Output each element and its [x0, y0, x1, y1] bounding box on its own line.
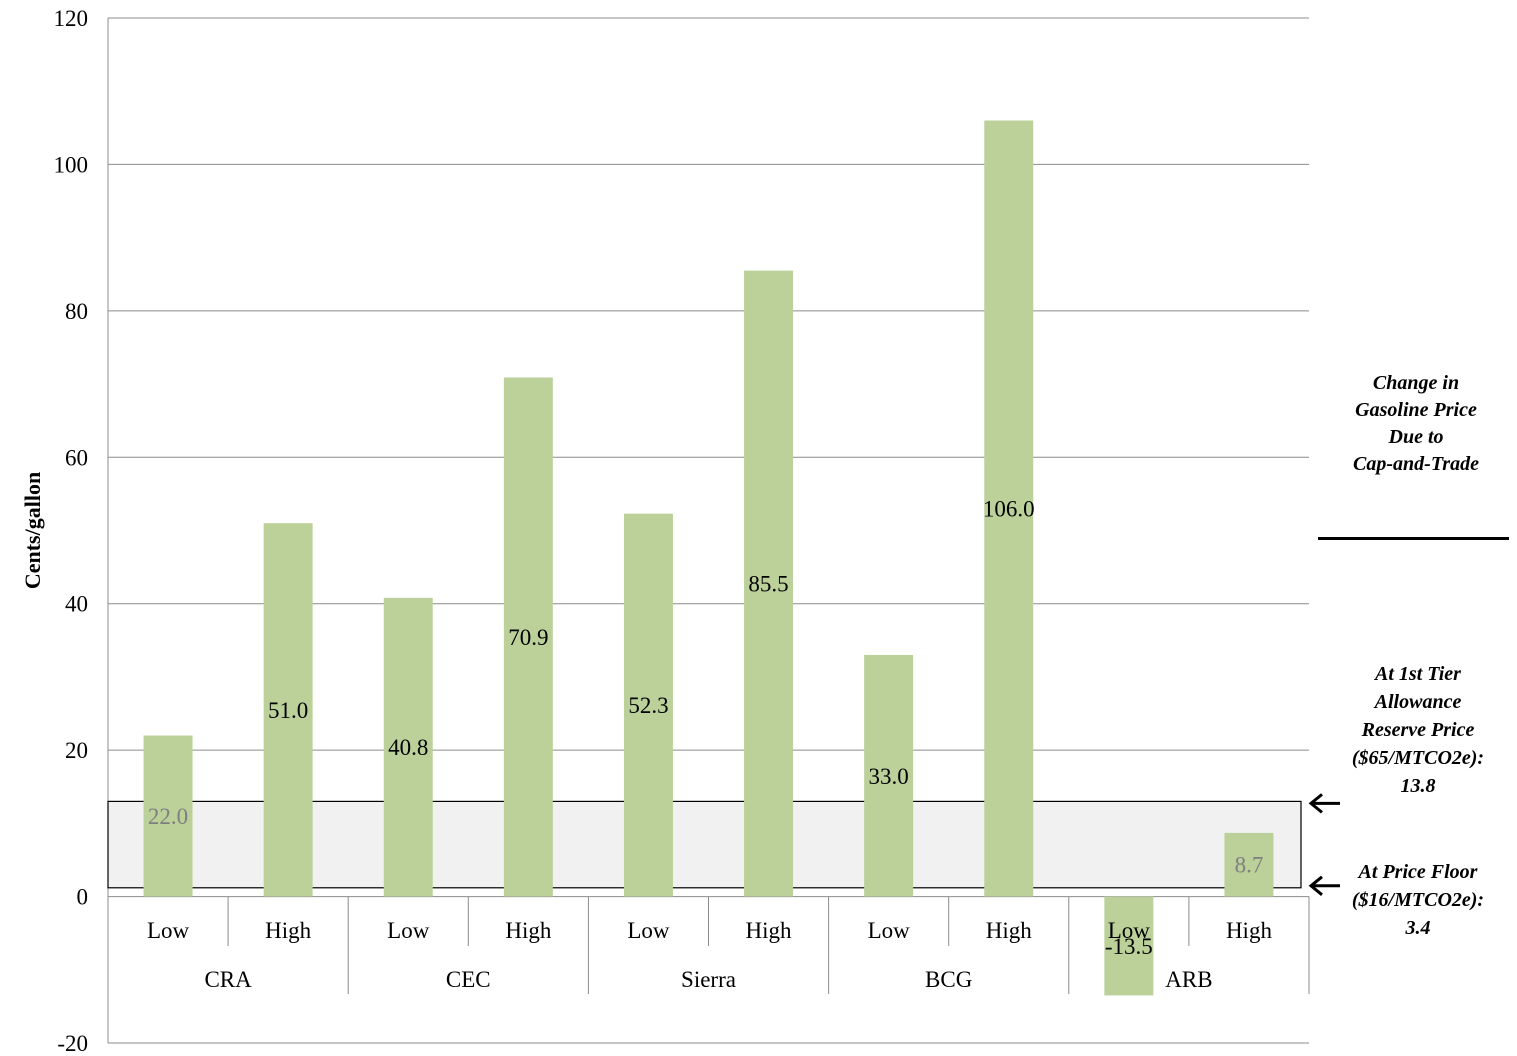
annotation-reserve-line: At 1st Tier [1375, 663, 1461, 685]
bar [864, 654, 914, 897]
data-label: 33.0 [869, 764, 909, 789]
bar [1104, 896, 1154, 996]
data-labels: 22.0 51.0 40.8 70.9 52.3 85.5 33.0 106.0 -13.5 8.… [148, 497, 1263, 959]
data-label: 70.9 [508, 625, 548, 650]
bar [623, 513, 673, 897]
category-label: Low [627, 918, 670, 943]
data-label: -13.5 [1105, 934, 1153, 959]
data-label: 106.0 [983, 497, 1035, 522]
data-label: 8.7 [1235, 853, 1264, 878]
annotation-floor-line: At Price Floor [1358, 861, 1478, 883]
data-label: 52.3 [628, 693, 668, 718]
annotation-title-line: Due to [1388, 426, 1444, 448]
group-label: Sierra [681, 967, 736, 992]
y-tick-label: 80 [65, 299, 88, 324]
annotation-title-line: Gasoline Price [1355, 399, 1477, 421]
category-label: High [265, 918, 312, 943]
annotation-title-line: Cap-and-Trade [1353, 453, 1479, 475]
bar [1224, 832, 1274, 897]
bar [143, 735, 193, 897]
category-label: Low [387, 918, 430, 943]
bars [143, 120, 1274, 996]
arrow-icon [1308, 793, 1340, 814]
y-tick-label: 60 [65, 445, 88, 470]
group-label: CRA [204, 967, 252, 992]
annotation-reserve-line: ($65/MTCO2e): [1351, 747, 1485, 769]
category-label: Low [1108, 918, 1151, 943]
data-label: 51.0 [268, 698, 308, 723]
y-tick-label: 0 [77, 885, 89, 910]
annotation-reserve-line: Reserve Price [1361, 719, 1475, 741]
y-tick-label: -20 [57, 1031, 88, 1056]
arrow-icon [1308, 875, 1340, 896]
data-label: 22.0 [148, 804, 188, 829]
annotation-reserve-line: Allowance [1374, 691, 1462, 713]
category-label: High [505, 918, 552, 943]
group-label: ARB [1165, 967, 1212, 992]
axes: -20 0 20 40 60 80 100 120 Cents/gallon [20, 6, 1309, 1056]
annotation-reserve-line: 13.8 [1400, 775, 1436, 797]
annotation-title: Change in Gasoline Price Due to Cap-and-… [1316, 370, 1516, 478]
arrows [1308, 793, 1340, 896]
bar [503, 377, 553, 897]
category-labels: Low High Low High Low High Low High Low High CRA CE… [107, 896, 1310, 994]
y-tick-label: 120 [54, 6, 89, 31]
y-tick-label: 20 [65, 738, 88, 763]
annotation-price-floor: At Price Floor ($16/MTCO2e): 3.4 [1318, 858, 1517, 942]
category-label: High [986, 918, 1033, 943]
annotation-divider [1318, 537, 1509, 540]
group-label: BCG [925, 967, 972, 992]
arrow-head [1308, 793, 1323, 814]
bar [984, 120, 1034, 897]
y-tick-label: 40 [65, 592, 88, 617]
bar [383, 597, 433, 897]
arrow-head [1308, 875, 1323, 896]
data-label: 85.5 [748, 572, 788, 597]
bar [263, 523, 313, 897]
bar [744, 270, 794, 897]
annotation-floor-line: ($16/MTCO2e): [1351, 889, 1485, 911]
y-axis-title: Cents/gallon [20, 472, 45, 589]
data-label: 40.8 [388, 735, 428, 760]
category-label: Low [868, 918, 911, 943]
annotation-floor-line: 3.4 [1405, 917, 1431, 939]
annotation-title-line: Change in [1372, 372, 1460, 394]
category-label: High [746, 918, 793, 943]
y-tick-label: 100 [54, 152, 89, 177]
category-label: High [1226, 918, 1273, 943]
annotation-reserve-price: At 1st Tier Allowance Reserve Price ($65… [1318, 660, 1517, 800]
category-label: Low [147, 918, 190, 943]
group-label: CEC [446, 967, 491, 992]
